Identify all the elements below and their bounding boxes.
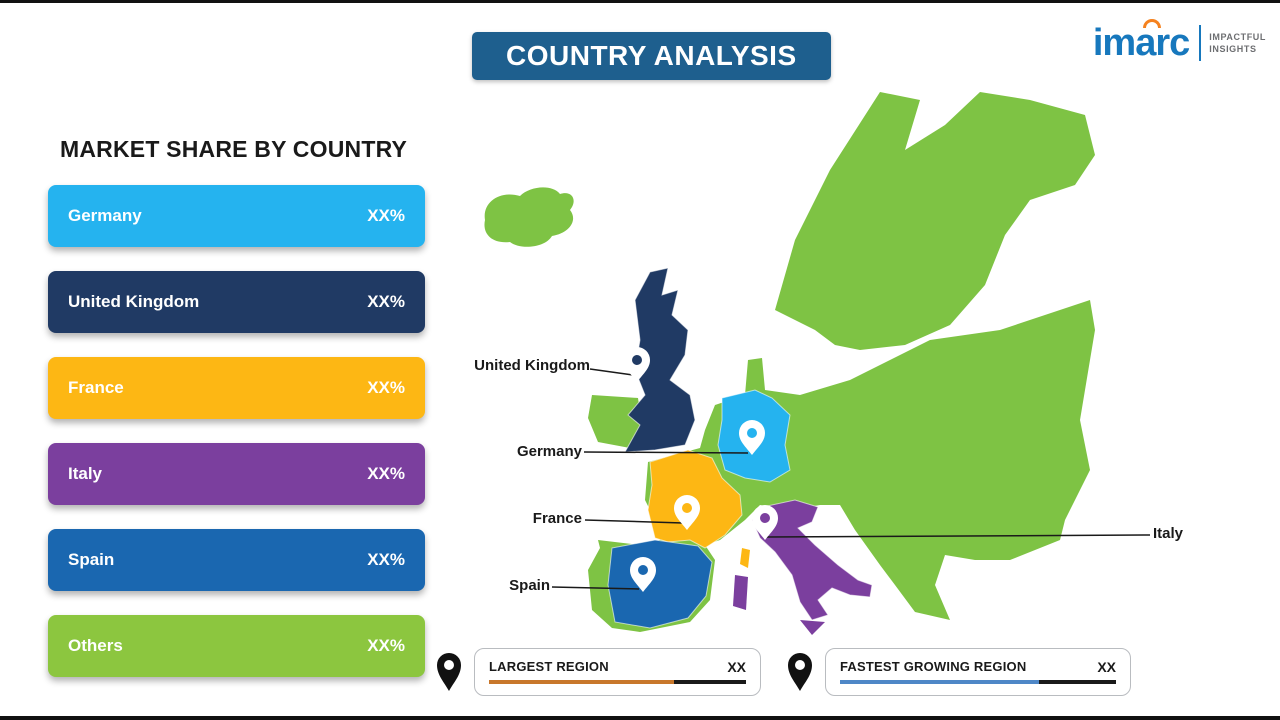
bar-united-kingdom: United Kingdom XX% (48, 271, 425, 333)
bar-value: XX% (367, 206, 405, 225)
bar-label: France (68, 378, 124, 397)
map-sardinia (733, 575, 748, 610)
leader-line-germany (583, 451, 749, 454)
map-united-kingdom (624, 267, 696, 453)
leader-line-italy (766, 534, 1151, 538)
legend-bar-color (489, 679, 675, 684)
map-iceland (484, 187, 574, 247)
screen-edge-top (0, 0, 1280, 3)
legend-label: LARGEST REGION (489, 659, 609, 674)
map-label-italy: Italy (1153, 525, 1184, 542)
map-italy (751, 499, 873, 621)
legend-bar (840, 679, 1116, 684)
map-sicily (800, 620, 825, 635)
europe-map (484, 92, 1151, 635)
bar-spain: Spain XX% (48, 529, 425, 591)
legend-box: LARGEST REGION XX (474, 648, 761, 696)
legend-label: FASTEST GROWING REGION (840, 659, 1027, 674)
legend-fastest-growing-region: FASTEST GROWING REGION XX (787, 648, 1131, 696)
map-label-france: France (532, 510, 582, 527)
legend-bar (489, 679, 746, 684)
screen-edge-bottom (0, 716, 1280, 720)
bar-value: XX% (367, 550, 405, 569)
legend-bar-tail (674, 679, 746, 684)
imarc-logo: imarc IMPACTFUL INSIGHTS (1093, 19, 1266, 62)
legend-value: XX (727, 658, 746, 675)
market-share-list: Germany XX% United Kingdom XX% France XX… (48, 185, 425, 701)
logo-divider (1199, 25, 1202, 61)
pin-germany (739, 420, 765, 455)
section-heading: MARKET SHARE BY COUNTRY (60, 136, 408, 162)
map-mainland (588, 300, 1095, 632)
map-scandinavia (775, 92, 1095, 350)
pin-france (674, 495, 700, 530)
legend: LARGEST REGION XX FASTEST GROWING REGION… (436, 648, 1131, 696)
leader-line-united-kingdom (589, 368, 634, 376)
bar-label: Italy (68, 464, 103, 483)
title-banner: COUNTRY ANALYSIS (472, 32, 831, 80)
bar-label: Spain (68, 550, 115, 569)
bar-value: XX% (367, 292, 405, 311)
page-title: COUNTRY ANALYSIS (506, 40, 797, 71)
legend-largest-region: LARGEST REGION XX (436, 648, 761, 696)
pin-italy (752, 505, 778, 540)
map-ireland (588, 395, 642, 448)
map-label-united-kingdom: United Kingdom (474, 357, 590, 374)
bar-others: Others XX% (48, 615, 425, 677)
legend-bar-tail (1038, 679, 1116, 684)
legend-value: XX (1097, 658, 1116, 675)
leader-line-spain (551, 586, 640, 590)
bar-germany: Germany XX% (48, 185, 425, 247)
leader-line-france (584, 519, 684, 524)
bar-value: XX% (367, 464, 405, 483)
logo-tagline: IMPACTFUL INSIGHTS (1209, 31, 1266, 54)
logo-wordmark: imarc (1093, 19, 1190, 62)
bar-label: United Kingdom (68, 292, 200, 311)
bar-value: XX% (367, 378, 405, 397)
legend-bar-color (840, 679, 1039, 684)
bar-value: XX% (367, 636, 405, 655)
bar-label: Others (68, 636, 123, 655)
bar-label: Germany (68, 206, 142, 225)
pin-icon (788, 653, 812, 691)
map-label-spain: Spain (509, 577, 550, 594)
bar-france: France XX% (48, 357, 425, 419)
pin-united-kingdom (624, 347, 650, 382)
bar-italy: Italy XX% (48, 443, 425, 505)
pin-icon (437, 653, 461, 691)
logo-accent-arc (1142, 19, 1161, 28)
legend-box: FASTEST GROWING REGION XX (825, 648, 1131, 696)
map-label-germany: Germany (516, 443, 582, 460)
pin-spain (630, 557, 656, 592)
map-corsica (740, 548, 750, 568)
